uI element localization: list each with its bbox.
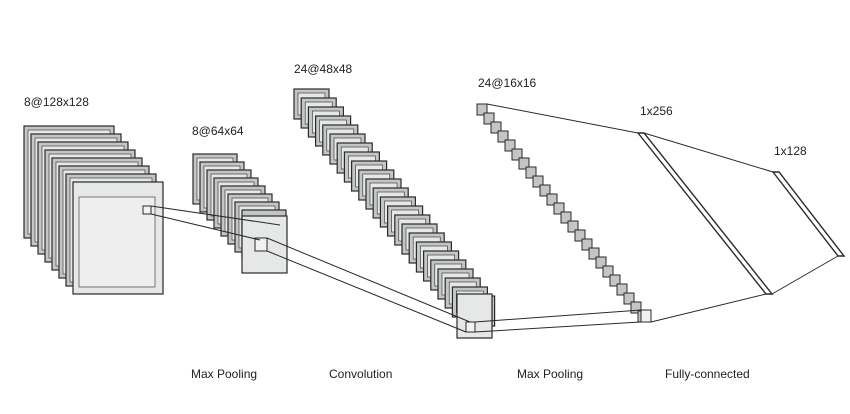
pool2-map [595,256,607,269]
layer-label-pool2: 24@16x16 [478,76,537,90]
operation-label-convolution: Convolution [329,367,392,381]
pool2-map [567,220,579,233]
pool2-map [476,103,488,116]
connector-line [266,237,471,323]
pool2-map [553,202,565,215]
layer-label-pool1: 8@64x64 [192,124,244,138]
connector-line [486,103,639,134]
pool2-map [511,148,523,161]
pool2-map [532,175,544,188]
connector-line [150,205,281,226]
operation-label-fully-connected: Fully-connected [665,367,750,381]
pool2-map [616,283,628,296]
pool2-map [525,166,537,179]
feature-stack-pool2 [476,103,652,323]
fc1-vector [636,132,774,295]
input-receptive-field [142,205,152,215]
feature-stack-input [23,125,164,295]
pool2-map [497,130,509,143]
pool2-map [483,112,495,125]
pool2-map [504,139,516,152]
pool2-map [539,184,551,197]
pool2-map [609,274,621,287]
connector-line [474,321,642,333]
layer-label-conv: 24@48x48 [294,62,353,76]
operation-label-max-pooling-1: Max Pooling [191,367,257,381]
conv-receptive-field [465,321,476,333]
pool2-map [560,211,572,224]
layer-label-input: 8@128x128 [24,95,89,109]
pool2-map [518,157,530,170]
connector-line [474,309,642,323]
layer-label-fc2: 1x128 [774,144,807,158]
fc2-bar [771,171,846,257]
connector-line [150,213,261,241]
pool1-front-map [241,215,288,274]
connector-line [771,255,839,295]
pool2-front-map [640,309,652,323]
pool2-map [630,301,642,314]
connector-line [650,293,767,323]
fc2-vector [771,171,846,257]
fc1-bar [636,132,774,295]
pool2-map [588,247,600,260]
pool2-map [490,121,502,134]
feature-stack-conv [293,88,496,339]
connector-line [266,250,467,333]
pool2-map [574,229,586,242]
connector-line [643,132,774,173]
pool1-receptive-field [254,237,268,252]
pool2-map [602,265,614,278]
feature-stack-pool1 [192,153,288,274]
pool2-map [623,292,635,305]
operation-label-max-pooling-2: Max Pooling [517,367,583,381]
pool2-map [546,193,558,206]
input-inner-square [78,196,156,288]
layer-label-fc1: 1x256 [640,104,673,118]
pool2-map [581,238,593,251]
